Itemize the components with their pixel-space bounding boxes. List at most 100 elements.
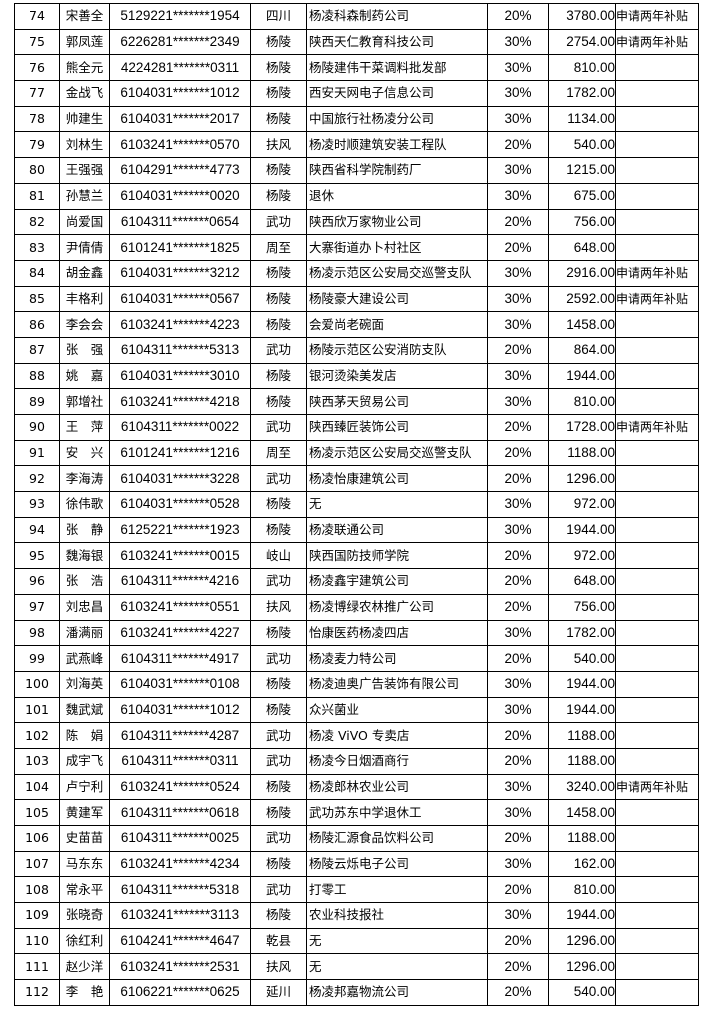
region-cell: 武功: [250, 876, 307, 904]
region-cell: 杨陵: [250, 285, 307, 313]
rate-cell: 20%: [487, 234, 549, 261]
id-number-cell: 6104031*******3212: [109, 259, 251, 287]
region-cell: 杨陵: [250, 105, 307, 133]
employer-cell: 杨陵汇源食品饮料公司: [306, 825, 488, 852]
id-number-cell: 6103241*******3113: [109, 902, 251, 929]
table-row: 75 郭凤莲 6226281*******2349 杨陵 陕西天仁教育科技公司 30% 27…: [14, 28, 699, 56]
rate-cell: 20%: [487, 414, 549, 441]
note-cell: [615, 516, 699, 544]
amount-cell: 1458.00: [548, 799, 616, 826]
employer-cell: 农业科技报社: [306, 902, 488, 929]
id-number-cell: 6104031*******2017: [109, 105, 251, 133]
note-cell: [615, 902, 699, 929]
person-name-cell: 刘林生: [59, 131, 110, 159]
id-number-cell: 6226281*******2349: [109, 28, 251, 56]
note-cell: [615, 336, 699, 364]
id-number-cell: 6104031*******0528: [109, 491, 251, 518]
table-row: 100 刘海英 6104031*******0108 杨陵 杨凌迪奥广告装饰有限公司 30…: [14, 670, 699, 698]
table-row: 106 史苗苗 6104311*******0025 武功 杨陵汇源食品饮料公司 20% 1…: [14, 825, 699, 852]
note-cell: [615, 927, 699, 955]
person-name-cell: 王 萍: [59, 414, 110, 441]
table-row: 104 卢宁利 6103241*******0524 杨陵 杨凌郎林农业公司 30% 324…: [14, 773, 699, 801]
region-cell: 杨陵: [250, 80, 307, 107]
rate-cell: 20%: [487, 927, 549, 955]
row-number-cell: 81: [14, 182, 60, 210]
table-row: 93 徐伟歌 6104031*******0528 杨陵无 30% 972.00: [14, 491, 699, 518]
amount-cell: 810.00: [548, 54, 616, 82]
region-cell: 武功: [250, 722, 307, 749]
row-number-cell: 105: [14, 799, 60, 826]
note-cell: 申请两年补贴: [615, 773, 699, 801]
note-cell: [615, 54, 699, 82]
note-cell: [615, 645, 699, 672]
id-number-cell: 6103241*******0524: [109, 773, 251, 801]
id-number-cell: 6104311*******5318: [109, 876, 251, 904]
table-row: 88 姚 嘉 6104031*******3010 杨陵 银河烫染美发店 30% 1944.…: [14, 362, 699, 390]
id-number-cell: 6104311*******4216: [109, 568, 251, 595]
note-cell: [615, 465, 699, 493]
employer-cell: 陕西欣万家物业公司: [306, 208, 488, 236]
rate-cell: 30%: [487, 670, 549, 698]
note-cell: [615, 208, 699, 236]
row-number-cell: 80: [14, 157, 60, 184]
id-number-cell: 6104031*******0567: [109, 285, 251, 313]
person-name-cell: 熊全元: [59, 54, 110, 82]
rate-cell: 30%: [487, 259, 549, 287]
id-number-cell: 6104031*******3228: [109, 465, 251, 493]
person-name-cell: 成宇飞: [59, 747, 110, 775]
region-cell: 杨陵: [250, 619, 307, 647]
amount-cell: 1944.00: [548, 362, 616, 390]
rate-cell: 30%: [487, 773, 549, 801]
table-row: 87 张 强 6104311*******5313 武功 杨陵示范区公安消防支队 20% 8…: [14, 336, 699, 364]
note-cell: [615, 362, 699, 390]
id-number-cell: 6103241*******0551: [109, 593, 251, 621]
id-number-cell: 6103241*******2531: [109, 953, 251, 981]
id-number-cell: 6103241*******4227: [109, 619, 251, 647]
id-number-cell: 6104291*******4773: [109, 157, 251, 184]
region-cell: 杨陵: [250, 516, 307, 544]
person-name-cell: 张 浩: [59, 568, 110, 595]
row-number-cell: 103: [14, 747, 60, 775]
rate-cell: 30%: [487, 80, 549, 107]
person-name-cell: 卢宁利: [59, 773, 110, 801]
table-row: 83 尹倩倩 6101241*******1825 周至 大寨街道办卜村社区 20% 648…: [14, 234, 699, 261]
row-number-cell: 91: [14, 439, 60, 467]
row-number-cell: 98: [14, 619, 60, 647]
row-number-cell: 94: [14, 516, 60, 544]
amount-cell: 972.00: [548, 542, 616, 570]
table-row: 84 胡金鑫 6104031*******3212 杨陵 杨凌示范区公安局交巡警支队 30…: [14, 259, 699, 287]
rate-cell: 20%: [487, 953, 549, 981]
region-cell: 武功: [250, 568, 307, 595]
row-number-cell: 84: [14, 259, 60, 287]
note-cell: [615, 722, 699, 749]
region-cell: 武功: [250, 465, 307, 493]
person-name-cell: 姚 嘉: [59, 362, 110, 390]
table-row: 76 熊全元 4224281*******0311 杨陵 杨陵建伟干菜调料批发部 30% 8…: [14, 54, 699, 82]
person-name-cell: 张 强: [59, 336, 110, 364]
rate-cell: 20%: [487, 465, 549, 493]
table-row: 81 孙慧兰 6104031*******0020 杨陵 退休 30% 675.00: [14, 182, 699, 210]
amount-cell: 540.00: [548, 645, 616, 672]
id-number-cell: 5129221*******1954: [109, 3, 251, 30]
rate-cell: 20%: [487, 747, 549, 775]
note-cell: 申请两年补贴: [615, 3, 699, 30]
amount-cell: 864.00: [548, 336, 616, 364]
id-number-cell: 6125221*******1923: [109, 516, 251, 544]
id-number-cell: 6103241*******0570: [109, 131, 251, 159]
region-cell: 杨陵: [250, 311, 307, 338]
employer-cell: 众兴菌业: [306, 696, 488, 724]
employer-cell: 杨凌鑫宇建筑公司: [306, 568, 488, 595]
region-cell: 杨陵: [250, 388, 307, 415]
region-cell: 四川: [250, 3, 307, 30]
rate-cell: 20%: [487, 208, 549, 236]
id-number-cell: 6104311*******0618: [109, 799, 251, 826]
person-name-cell: 张晓奇: [59, 902, 110, 929]
person-name-cell: 孙慧兰: [59, 182, 110, 210]
amount-cell: 1782.00: [548, 619, 616, 647]
amount-cell: 1188.00: [548, 825, 616, 852]
amount-cell: 1134.00: [548, 105, 616, 133]
amount-cell: 1458.00: [548, 311, 616, 338]
note-cell: [615, 850, 699, 878]
note-cell: [615, 979, 699, 1006]
region-cell: 杨陵: [250, 28, 307, 56]
